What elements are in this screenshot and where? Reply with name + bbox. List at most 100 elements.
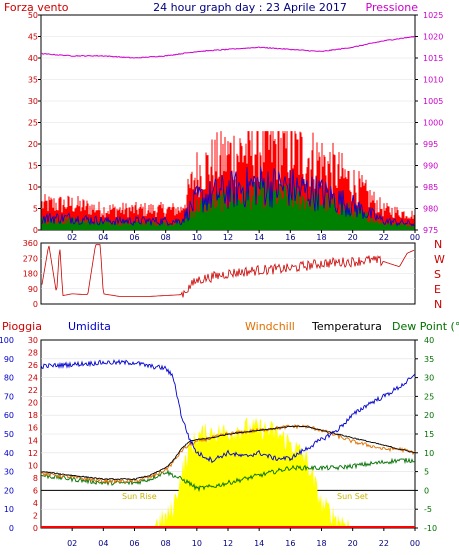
compass-label: E: [434, 283, 441, 296]
temperature-tick-label: -10: [424, 524, 437, 533]
rain-tick-label: 28: [28, 349, 38, 358]
wind-tick-label: 35: [28, 76, 38, 85]
pressure-tick-label: 985: [423, 183, 438, 192]
wind-tick-label: 45: [28, 33, 38, 42]
direction-axis-ticks: 360 270 180 90 0: [23, 239, 38, 309]
wind-tick-label: 5: [33, 205, 38, 214]
compass-label: N: [434, 238, 442, 251]
pressure-tick-label: 1015: [423, 54, 443, 63]
pressure-tick-label: 1025: [423, 11, 443, 20]
direction-tick-label: 0: [33, 300, 38, 309]
wind-axis-ticks: 0 5 10 15 20 25 30 35 40 45 50: [28, 11, 41, 235]
bottom-hour-axis: 02 04 06 08 10 12 14 16 18 20 22 00: [67, 528, 420, 548]
wind-tick-label: 20: [28, 140, 38, 149]
hour-tick-label: 18: [316, 539, 326, 548]
humidity-tick-label: 60: [4, 411, 14, 420]
rain-tick-label: 18: [28, 411, 38, 420]
compass-label: N: [434, 298, 442, 311]
pressure-tick-label: 1010: [423, 76, 443, 85]
rain-tick-label: 0: [33, 524, 38, 533]
wind-tick-label: 0: [33, 226, 38, 235]
rain-tick-label: 16: [28, 424, 38, 433]
hour-tick-label: 14: [254, 233, 264, 242]
pressure-series: [41, 35, 416, 59]
hour-tick-label: 04: [98, 539, 108, 548]
hour-tick-label: 12: [223, 233, 233, 242]
bottom-chart-series: [40, 359, 416, 528]
sun-rise-label: Sun Rise: [122, 492, 157, 501]
rain-tick-label: 22: [28, 386, 38, 395]
temperature-tick-label: 10: [424, 449, 434, 458]
humidity-tick-label: 100: [0, 336, 14, 345]
hour-tick-label: 18: [316, 233, 326, 242]
pressure-tick-label: 995: [423, 140, 438, 149]
rain-tick-label: 8: [33, 474, 38, 483]
humidity-tick-label: 20: [4, 486, 14, 495]
compass-label: W: [434, 253, 445, 266]
hour-tick-label: 20: [348, 539, 358, 548]
direction-series: [41, 244, 415, 298]
humidity-series: [40, 359, 416, 464]
temperature-tick-label: 25: [424, 392, 434, 401]
hour-tick-label: 16: [285, 233, 295, 242]
pressure-tick-label: 1000: [423, 119, 443, 128]
rain-tick-label: 14: [28, 436, 38, 445]
solar-series: [41, 417, 415, 528]
hour-tick-label: 10: [192, 233, 202, 242]
hour-tick-label: 14: [254, 539, 264, 548]
direction-tick-label: 360: [23, 239, 38, 248]
hour-tick-label: 16: [285, 539, 295, 548]
temperature-series: [40, 425, 416, 481]
pressure-axis-ticks: 975 980 985 990 995 1000 1005 1010 1015 1020 1025: [415, 11, 443, 235]
temperature-tick-label: 0: [424, 486, 429, 495]
hour-tick-label: 06: [129, 539, 139, 548]
windchill-legend: Windchill: [245, 320, 295, 333]
temperature-legend: Temperatura: [311, 320, 382, 333]
wind-axis-title: Forza vento: [4, 1, 69, 14]
pressure-axis-title: Pressione: [366, 1, 419, 14]
hour-tick-label: 00: [410, 539, 420, 548]
humidity-tick-label: 70: [4, 392, 14, 401]
humidity-legend: Umidita: [68, 320, 111, 333]
wind-tick-label: 15: [28, 162, 38, 171]
hour-tick-label: 06: [129, 233, 139, 242]
pressure-tick-label: 975: [423, 226, 438, 235]
hour-tick-label: 02: [67, 233, 77, 242]
rain-tick-label: 12: [28, 449, 38, 458]
hour-tick-label: 22: [379, 233, 389, 242]
rain-legend: Pioggia: [2, 320, 42, 333]
pressure-tick-label: 1005: [423, 97, 443, 106]
temperature-tick-label: 30: [424, 374, 434, 383]
wind-tick-label: 30: [28, 97, 38, 106]
humidity-tick-label: 90: [4, 355, 14, 364]
hour-tick-label: 08: [161, 539, 171, 548]
wind-tick-label: 40: [28, 54, 38, 63]
temperature-tick-label: 40: [424, 336, 434, 345]
pressure-tick-label: 1020: [423, 33, 443, 42]
temperature-tick-label: 35: [424, 355, 434, 364]
hour-tick-label: 20: [348, 233, 358, 242]
hour-tick-label: 12: [223, 539, 233, 548]
rain-tick-label: 6: [33, 486, 38, 495]
direction-tick-label: 270: [23, 254, 38, 263]
hour-tick-label: 02: [67, 539, 77, 548]
top-hour-axis: 02 04 06 08 10 12 14 16 18 20 22 00: [67, 230, 420, 242]
humidity-tick-label: 0: [9, 524, 14, 533]
humidity-axis-ticks: 0 10 20 30 40 50 60 70 80 90 100: [0, 336, 14, 533]
wind-tick-label: 25: [28, 119, 38, 128]
humidity-tick-label: 80: [4, 374, 14, 383]
rain-tick-label: 20: [28, 399, 38, 408]
temperature-tick-label: 20: [424, 411, 434, 420]
direction-tick-label: 90: [28, 285, 38, 294]
rain-tick-label: 26: [28, 361, 38, 370]
pressure-tick-label: 980: [423, 205, 438, 214]
wind-tick-label: 50: [28, 11, 38, 20]
top-chart-series: [41, 35, 416, 230]
hour-tick-label: 04: [98, 233, 108, 242]
wind-speed-series: [41, 166, 415, 227]
temperature-axis-ticks: -10 -5 0 5 10 15 20 25 30 35 40: [415, 336, 437, 533]
wind-tick-label: 10: [28, 183, 38, 192]
